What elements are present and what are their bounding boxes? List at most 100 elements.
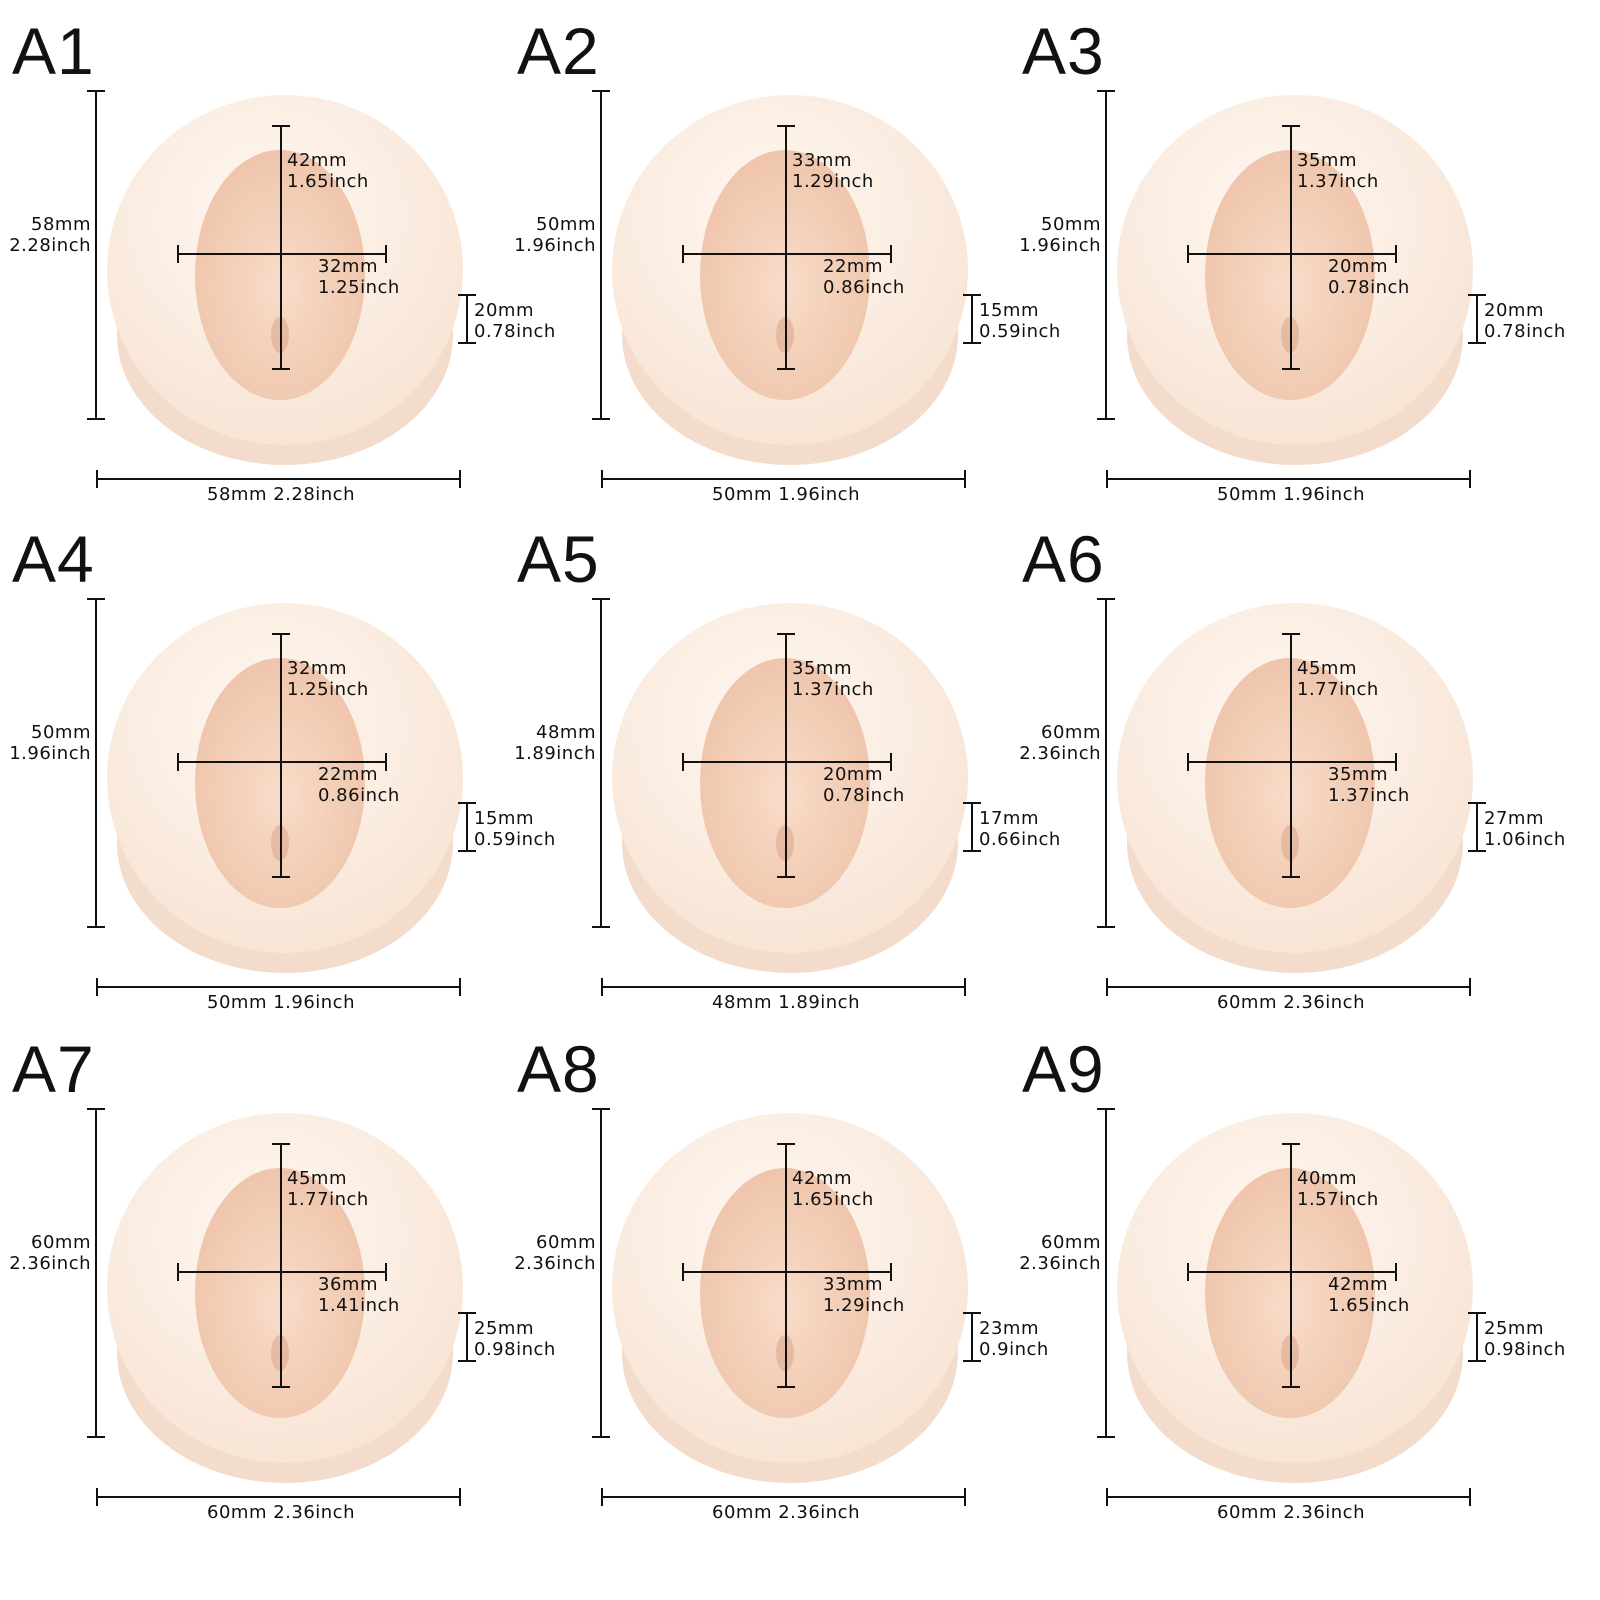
mold-image [107,1113,463,1483]
mold-height-label: 60mm 2.36inch [514,1232,596,1274]
depth-dimension-line [1468,1312,1486,1362]
mold-label: A3 [1022,14,1105,88]
face-width-label: 42mm 1.65inch [1328,1274,1410,1316]
depth-dimension-line [458,294,476,344]
depth-label: 20mm 0.78inch [1484,300,1566,342]
width-dimension-line [601,470,966,488]
face-height-line [272,125,290,370]
mold-height-label: 60mm 2.36inch [9,1232,91,1274]
width-dimension-line [601,978,966,996]
depth-dimension-line [458,1312,476,1362]
depth-label: 17mm 0.66inch [979,808,1061,850]
face-width-label: 22mm 0.86inch [823,256,905,298]
mold-height-label: 50mm 1.96inch [9,722,91,764]
depth-dimension-line [963,294,981,344]
mold-image [612,1113,968,1483]
mold-width-label: 60mm 2.36inch [1217,992,1365,1013]
face-width-line [177,753,387,771]
mold-height-label: 60mm 2.36inch [1019,722,1101,764]
face-width-line [177,1263,387,1281]
mold-width-label: 60mm 2.36inch [1217,1502,1365,1523]
face-height-label: 42mm 1.65inch [287,150,369,192]
mold-cell-a7: A7 [0,1018,555,1538]
mold-label: A9 [1022,1032,1105,1106]
face-height-line [777,633,795,878]
mold-width-label: 60mm 2.36inch [207,1502,355,1523]
width-dimension-line [96,978,461,996]
mold-cell-a1: A1 [0,0,555,520]
face-width-line [177,245,387,263]
mold-label: A8 [517,1032,600,1106]
face-width-label: 35mm 1.37inch [1328,764,1410,806]
mold-label: A4 [12,522,95,596]
mold-width-label: 50mm 1.96inch [1217,484,1365,505]
mold-width-label: 48mm 1.89inch [712,992,860,1013]
depth-label: 27mm 1.06inch [1484,808,1566,850]
height-dimension-line [1097,90,1115,420]
mold-image [107,95,463,465]
depth-label: 15mm 0.59inch [979,300,1061,342]
height-dimension-line [87,90,105,420]
face-width-label: 32mm 1.25inch [318,256,400,298]
face-width-label: 20mm 0.78inch [1328,256,1410,298]
depth-dimension-line [458,802,476,852]
depth-dimension-line [1468,294,1486,344]
face-height-label: 35mm 1.37inch [792,658,874,700]
height-dimension-line [1097,1108,1115,1438]
face-width-label: 20mm 0.78inch [823,764,905,806]
mold-height-label: 58mm 2.28inch [9,214,91,256]
mold-cell-a6: A6 [1010,508,1565,1028]
width-dimension-line [601,1488,966,1506]
face-width-line [1187,1263,1397,1281]
mold-width-label: 50mm 1.96inch [712,484,860,505]
face-width-label: 36mm 1.41inch [318,1274,400,1316]
face-height-label: 45mm 1.77inch [1297,658,1379,700]
depth-label: 23mm 0.9inch [979,1318,1049,1360]
mold-cell-a9: A9 [1010,1018,1565,1538]
face-height-line [1282,125,1300,370]
height-dimension-line [87,1108,105,1438]
mold-image [107,603,463,973]
mold-width-label: 60mm 2.36inch [712,1502,860,1523]
face-width-line [682,753,892,771]
width-dimension-line [1106,470,1471,488]
mold-cell-a5: A5 [505,508,1060,1028]
depth-dimension-line [963,802,981,852]
face-height-label: 33mm 1.29inch [792,150,874,192]
mold-label: A6 [1022,522,1105,596]
height-dimension-line [87,598,105,928]
width-dimension-line [96,470,461,488]
mold-height-label: 48mm 1.89inch [514,722,596,764]
mold-cell-a2: A2 [505,0,1060,520]
mold-height-label: 50mm 1.96inch [1019,214,1101,256]
face-height-line [777,125,795,370]
mold-image [612,603,968,973]
mold-cell-a8: A8 [505,1018,1048,1538]
face-height-label: 35mm 1.37inch [1297,150,1379,192]
face-height-line [1282,633,1300,878]
face-width-label: 33mm 1.29inch [823,1274,905,1316]
height-dimension-line [592,1108,610,1438]
height-dimension-line [592,90,610,420]
mold-label: A1 [12,14,95,88]
width-dimension-line [96,1488,461,1506]
depth-label: 25mm 0.98inch [1484,1318,1566,1360]
depth-label: 15mm 0.59inch [474,808,556,850]
mold-cell-a3: A3 [1010,0,1565,520]
mold-height-label: 60mm 2.36inch [1019,1232,1101,1274]
face-height-line [272,633,290,878]
mold-width-label: 50mm 1.96inch [207,992,355,1013]
width-dimension-line [1106,1488,1471,1506]
mold-height-label: 50mm 1.96inch [514,214,596,256]
height-dimension-line [592,598,610,928]
depth-label: 25mm 0.98inch [474,1318,556,1360]
face-width-line [682,245,892,263]
depth-dimension-line [1468,802,1486,852]
mold-width-label: 58mm 2.28inch [207,484,355,505]
face-height-label: 32mm 1.25inch [287,658,369,700]
mold-image [1117,1113,1473,1483]
face-height-line [777,1143,795,1388]
width-dimension-line [1106,978,1471,996]
face-width-line [1187,245,1397,263]
depth-label: 20mm 0.78inch [474,300,556,342]
